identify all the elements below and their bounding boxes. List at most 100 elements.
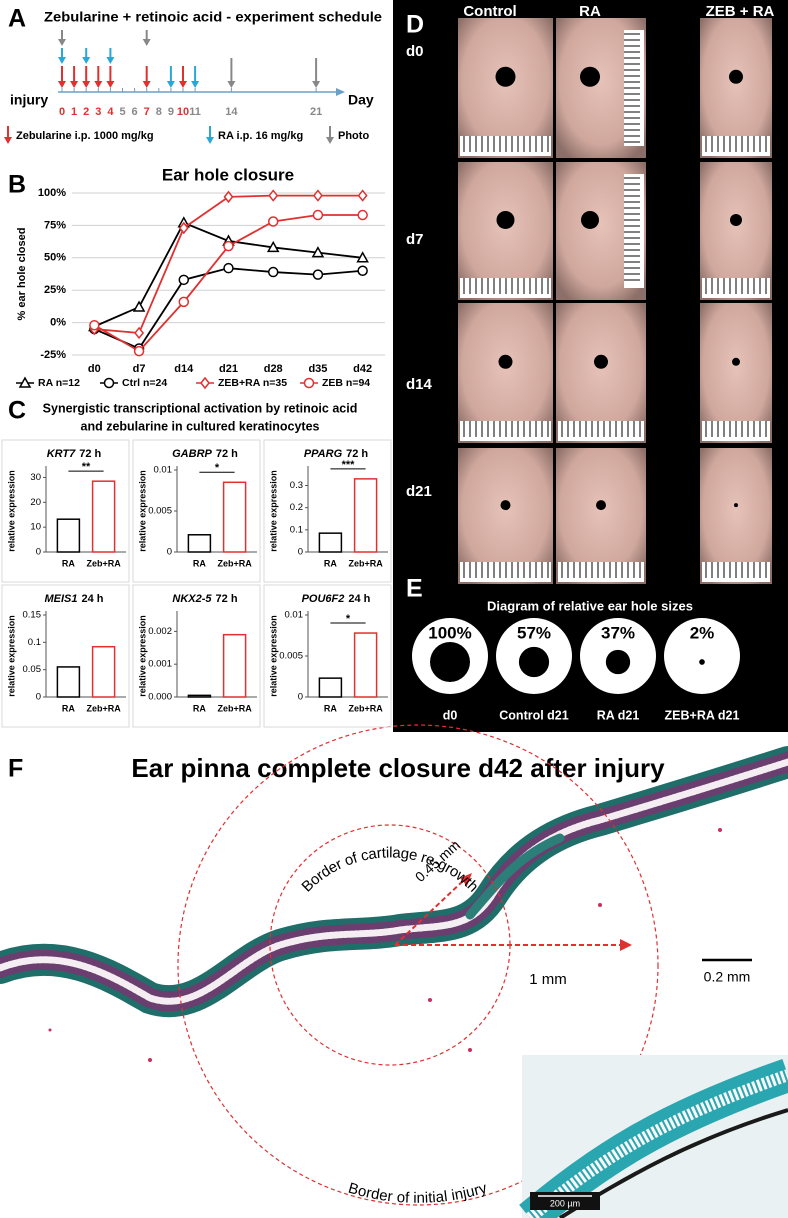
y-tick-label: 25% [44,284,66,296]
x-tick-label: Zeb+RA [86,703,121,713]
y-axis-label: relative expression [6,470,16,552]
photo-skin [700,162,772,300]
x-tick-label: d42 [353,363,372,375]
tissue-cartilage [0,758,788,1005]
marker [18,376,32,388]
row-label: d0 [406,43,424,60]
bar [353,478,378,553]
ruler [624,174,644,288]
dose-arrow [58,30,66,46]
marker [223,190,234,204]
arrow-head [179,81,187,88]
y-axis-label: relative expression [137,615,147,697]
hole-percent: 2% [690,623,715,642]
marker [267,216,279,227]
y-tick-label: 0.000 [148,692,172,703]
y-tick-label: 20 [30,497,41,508]
hole-percent: 100% [428,623,471,642]
ear-hole [730,213,742,226]
y-tick-label: 0% [50,317,66,329]
ear-hole [495,66,516,87]
legend-text: ZEB+RA n=35 [218,377,287,389]
dose-arrow [82,66,91,88]
subplot-title: MEIS1 24 h [44,593,103,605]
bar [56,666,81,698]
photo [556,303,646,443]
day-label: 6 [132,106,138,118]
subplot-title: PPARG 72 h [304,448,369,460]
gene-name: GABRP [172,448,212,460]
arrow-head [106,57,115,64]
hole [518,646,550,678]
marker [356,251,369,263]
arrow-head [142,39,151,46]
arrow-head [58,81,66,88]
time-label: 24 h [82,593,104,605]
dose-arrow [106,48,115,64]
day-label: 9 [168,106,174,118]
photo-skin [700,303,772,443]
y-axis-label: relative expression [137,470,147,552]
marker [303,377,315,389]
row-label: d21 [406,483,432,500]
debris [428,998,432,1002]
marker [312,189,323,202]
legend-text: Photo [338,130,369,142]
subplot-frame [263,439,392,583]
marker [357,189,368,202]
marker [178,296,190,308]
y-tick-label: 0 [167,547,172,558]
bar [222,633,247,698]
day-label: 11 [189,106,201,118]
dose-arrow [142,30,151,46]
row-label: d7 [406,231,424,248]
y-tick-label: 0.005 [148,506,172,517]
arrow-head [326,137,334,144]
ear-hole [594,354,608,369]
inset-cartilage [526,1069,788,1218]
y-tick-label: 30 [30,472,41,483]
x-tick-label: Zeb+RA [217,703,252,713]
photo [556,18,646,158]
marker [223,262,234,274]
legend-text: Ctrl n=24 [122,377,167,389]
arrow-head [70,81,79,88]
marker [89,319,100,331]
dose-arrow [326,126,334,144]
ruler [558,562,644,582]
arrow-head [227,81,236,88]
timeline-arrow [336,88,345,96]
marker [266,240,280,253]
start-label: injury [10,92,48,108]
marker [103,377,115,389]
x-tick-label: d14 [174,363,194,375]
ear-hole [581,210,599,229]
photo [700,448,772,584]
photo [556,448,646,584]
outer-border [177,724,659,1206]
y-tick-label: 0.01 [154,465,173,476]
ear-hole [496,210,515,229]
marker [312,269,324,280]
hole-percent: 57% [517,623,551,642]
ear-hole [498,354,513,369]
ear-hole [596,500,606,511]
panel-letter: F [8,755,23,783]
ear-hole [734,503,738,508]
time-label: 72 h [346,448,368,460]
marker [267,266,279,278]
tissue-debris [48,828,722,1062]
photo-skin [700,18,772,158]
photo [458,448,553,584]
marker [357,265,368,277]
debris [468,1048,472,1052]
day-label: 0 [59,106,65,118]
border-label-path: Border of initial injury [346,1179,489,1206]
bar [318,532,343,553]
panel-letter: B [8,171,26,199]
time-label: 72 h [216,593,238,605]
subplot-title: POU6F2 24 h [302,593,371,605]
photo [458,18,553,158]
x-tick-label: Zeb+RA [217,558,252,568]
